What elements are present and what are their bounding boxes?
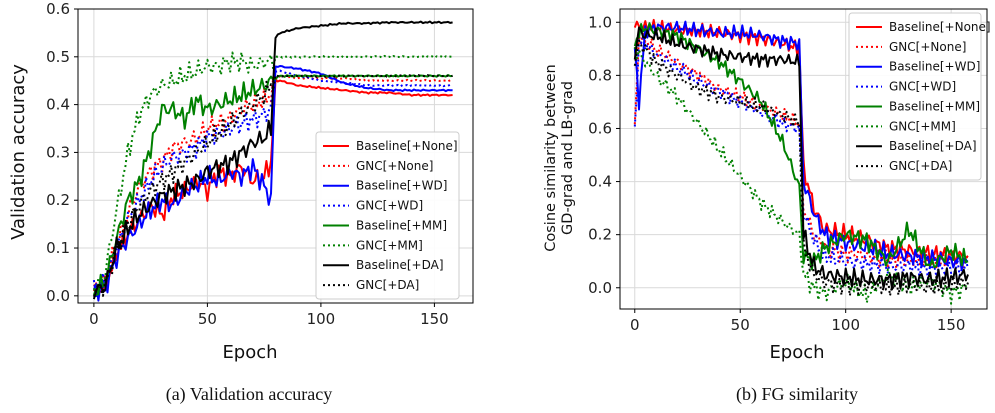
- axes-frame: [619, 8, 988, 310]
- x-tick-label: 0: [630, 316, 640, 334]
- axes-frame: [77, 8, 474, 304]
- x-tick-label: 150: [937, 316, 966, 334]
- y-tick-label: 0.6: [46, 0, 70, 18]
- y-tick-label: 0.1: [46, 239, 70, 257]
- legend: Baseline[+None] GNC[+None] Baseline[+WD] GN…: [315, 131, 460, 300]
- panel-a-xlabel: Epoch: [222, 342, 277, 363]
- y-tick-label: 0.4: [588, 173, 612, 191]
- panel-b-caption: (b) FG similarity: [736, 384, 858, 405]
- x-tick-label: 100: [831, 316, 860, 334]
- legend-label: Baseline[+None]: [356, 139, 458, 153]
- legend-label: Baseline[+MM]: [889, 99, 980, 113]
- series-line-gnc-mm: [633, 46, 969, 305]
- panel-a-ylabel: Validation accuracy: [8, 64, 29, 240]
- x-tick-label: 150: [420, 310, 449, 328]
- series-line-baseline-da: [92, 20, 453, 300]
- x-tick-label: 50: [731, 316, 750, 334]
- y-tick-label: 0.0: [588, 279, 612, 297]
- panel-b-ylabel-line2: GD-grad and LB-grad: [560, 81, 576, 235]
- series-group: [92, 20, 453, 302]
- panel-a-caption: (a) Validation accuracy: [166, 384, 333, 405]
- legend-label: GNC[+MM]: [889, 119, 956, 133]
- x-tick-label: 100: [307, 310, 336, 328]
- y-tick-label: 0.3: [46, 143, 70, 161]
- legend-label: Baseline[+WD]: [889, 60, 980, 74]
- y-tick-label: 0.8: [588, 66, 612, 84]
- series-line-gnc-da: [633, 39, 969, 297]
- panel-b-xlabel: Epoch: [769, 342, 824, 363]
- y-tick-label: 0.2: [588, 226, 612, 244]
- legend-label: GNC[+MM]: [356, 238, 423, 252]
- series-line-baseline-wd: [92, 65, 453, 302]
- legend-label: Baseline[+DA]: [356, 258, 444, 272]
- legend-label: Baseline[+MM]: [356, 218, 447, 232]
- panel-fg-similarity: Cosine similarity between GD-grad and LB…: [543, 8, 991, 405]
- x-tick-label: 50: [198, 310, 217, 328]
- legend: Baseline[+None] GNC[+None] Baseline[+WD] GN…: [848, 12, 991, 181]
- y-tick-label: 0.5: [46, 48, 70, 66]
- legend-label: GNC[+None]: [889, 40, 966, 54]
- y-tick-label: 0.0: [46, 287, 70, 305]
- series-line-baseline-mm: [633, 22, 969, 271]
- legend-label: Baseline[+DA]: [889, 139, 977, 153]
- legend-label: GNC[+None]: [356, 159, 433, 173]
- series-group: [633, 18, 969, 305]
- legend-box: [315, 131, 460, 300]
- legend-label: GNC[+WD]: [889, 80, 956, 94]
- x-tick-label: 0: [89, 310, 99, 328]
- legend-label: GNC[+DA]: [889, 159, 952, 173]
- legend-label: GNC[+DA]: [356, 278, 419, 292]
- legend-box: [848, 12, 982, 181]
- y-tick-label: 1.0: [588, 13, 612, 31]
- series-line-gnc-mm: [92, 51, 453, 298]
- y-tick-label: 0.4: [46, 96, 70, 114]
- panel-b-ylabel-line1: Cosine similarity between: [543, 64, 559, 252]
- y-tick-label: 0.6: [588, 119, 612, 137]
- y-tick-label: 0.2: [46, 191, 70, 209]
- legend-label: Baseline[+None]: [889, 20, 991, 34]
- series-line-gnc-wd: [92, 69, 453, 300]
- legend-label: GNC[+WD]: [356, 199, 423, 213]
- legend-label: Baseline[+WD]: [356, 179, 447, 193]
- series-line-baseline-da: [633, 26, 969, 291]
- panel-validation-accuracy: Validation accuracy Epoch (a) Validation…: [8, 0, 474, 405]
